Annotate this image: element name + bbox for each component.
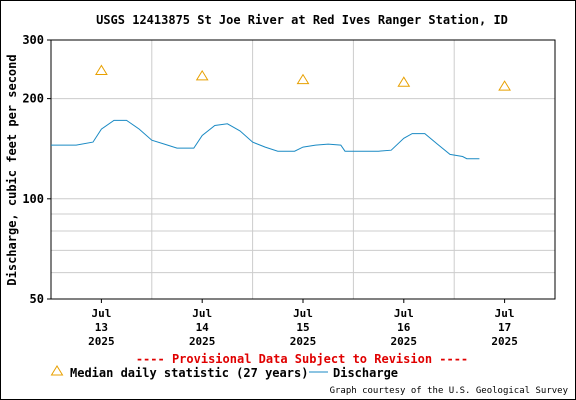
legend-discharge-label: Discharge [333,366,398,380]
y-axis-ticks: 50 100 200 300 [22,33,51,306]
x-tick-label: 2025 [290,335,317,348]
series [51,64,511,160]
x-tick-label: Jul [293,307,313,320]
x-tick-label: Jul [394,307,414,320]
y-tick-label: 50 [30,292,44,306]
y-axis-label: Discharge, cubic feet per second [5,54,19,285]
x-tick-label: 15 [296,321,309,334]
y-tick-label: 200 [22,92,44,106]
x-tick-label: 14 [196,321,210,334]
x-tick-label: 13 [95,321,108,334]
median-point [498,80,511,91]
x-tick-label: 16 [397,321,411,334]
x-tick-label: 2025 [88,335,115,348]
x-axis-ticks: Jul132025Jul142025Jul152025Jul162025Jul1… [88,299,518,348]
median-point [397,76,411,87]
legend-median-label: Median daily statistic (27 years) [70,366,308,380]
x-tick-label: Jul [495,307,515,320]
x-tick-label: Jul [91,307,111,320]
graph-credit: Graph courtesy of the U.S. Geological Su… [330,386,569,396]
median-point [95,64,108,75]
grid [51,40,555,299]
discharge-line [51,119,480,160]
legend: Median daily statistic (27 years) Discha… [50,365,398,380]
x-tick-label: 2025 [491,335,518,348]
x-tick-label: 2025 [189,335,216,348]
median-point [195,69,209,81]
provisional-data-note: ---- Provisional Data Subject to Revisio… [136,352,468,366]
legend-median-triangle-icon [50,365,64,376]
x-tick-label: Jul [192,307,212,320]
y-tick-label: 100 [22,192,44,206]
x-tick-label: 2025 [391,335,418,348]
y-tick-label: 300 [22,33,44,47]
x-tick-label: 17 [498,321,511,334]
chart-title: USGS 12413875 St Joe River at Red Ives R… [96,13,508,27]
plot-area-border [50,39,556,300]
median-point [296,73,310,85]
